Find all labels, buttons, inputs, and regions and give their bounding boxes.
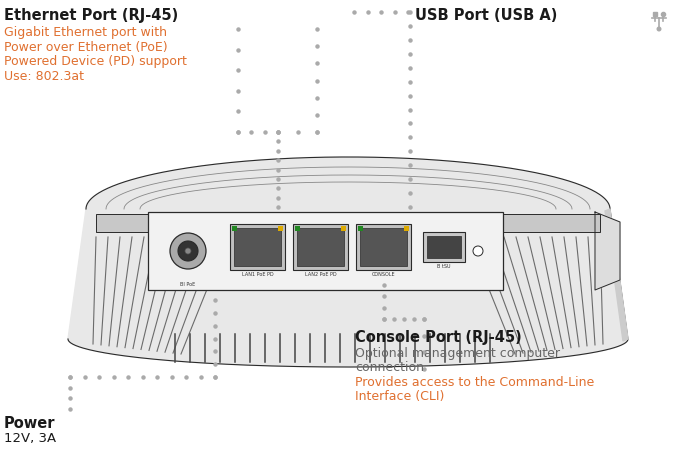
Bar <box>404 226 409 232</box>
Bar <box>427 237 461 258</box>
Text: Ethernet Port (RJ-45): Ethernet Port (RJ-45) <box>4 8 178 23</box>
Bar <box>232 226 237 232</box>
Polygon shape <box>605 210 628 341</box>
Text: LAN2 PoE PD: LAN2 PoE PD <box>305 271 337 276</box>
Bar <box>230 225 285 270</box>
Bar <box>234 229 281 266</box>
Bar <box>278 226 283 232</box>
Bar <box>360 229 407 266</box>
Bar <box>341 226 346 232</box>
Bar <box>96 214 600 232</box>
Bar <box>423 232 465 263</box>
Bar <box>148 213 503 290</box>
Text: Powered Device (PD) support: Powered Device (PD) support <box>4 55 187 68</box>
Bar <box>297 229 344 266</box>
Text: Optional management computer: Optional management computer <box>355 346 560 359</box>
Text: 12V, 3A: 12V, 3A <box>4 431 56 444</box>
Text: Power: Power <box>4 415 55 430</box>
Text: Console Port (RJ-45): Console Port (RJ-45) <box>355 329 522 344</box>
Bar <box>295 226 300 232</box>
Text: B tSU: B tSU <box>437 263 451 269</box>
Circle shape <box>656 27 662 32</box>
Bar <box>356 225 411 270</box>
Text: Interface (CLI): Interface (CLI) <box>355 390 444 403</box>
Text: Power over Ethernet (PoE): Power over Ethernet (PoE) <box>4 40 168 53</box>
Circle shape <box>178 242 198 262</box>
Text: BI PoE: BI PoE <box>180 282 195 287</box>
Text: Gigabit Ethernet port with: Gigabit Ethernet port with <box>4 26 167 39</box>
Circle shape <box>170 233 206 269</box>
Text: CONSOLE: CONSOLE <box>372 271 395 276</box>
Text: Provides access to the Command-Line: Provides access to the Command-Line <box>355 375 594 388</box>
Circle shape <box>473 246 483 257</box>
Polygon shape <box>595 213 620 290</box>
Text: Use: 802.3at: Use: 802.3at <box>4 69 84 82</box>
Circle shape <box>185 249 191 255</box>
Polygon shape <box>68 158 628 367</box>
Text: connection: connection <box>355 361 424 374</box>
Text: USB Port (USB A): USB Port (USB A) <box>415 8 558 23</box>
Bar <box>358 226 363 232</box>
Text: LAN1 PoE PD: LAN1 PoE PD <box>242 271 273 276</box>
Bar <box>293 225 348 270</box>
